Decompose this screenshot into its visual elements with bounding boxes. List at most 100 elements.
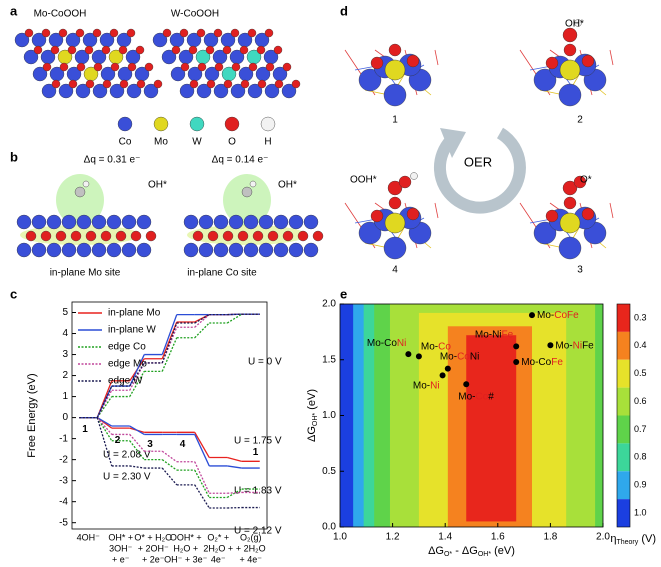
atom [41,28,51,38]
atom [559,59,581,81]
atom [384,59,406,81]
atom [58,83,74,99]
atom [388,196,402,210]
atom [102,79,112,89]
atom [117,116,133,132]
atom [106,214,122,230]
atom [192,230,204,242]
x-tick-label: 4e⁻ [211,554,226,564]
atom [257,79,267,89]
atom [370,56,384,70]
atom [558,83,582,107]
cycle-arrow [433,127,526,214]
atom [282,62,292,72]
bond [609,202,614,219]
x-tick-label: O* + H₂O [134,532,172,542]
y-tick-label: 0.0 [322,522,336,533]
y-tick-label: -4 [59,496,68,507]
adsorbate-label: OOH* [350,175,377,186]
atom [581,207,595,221]
atom [231,62,241,72]
colorbar-tick-label: 0.3 [634,312,647,322]
data-point [547,342,554,349]
y-tick-label: -2 [59,454,68,465]
atom [291,79,301,89]
atom [241,186,253,198]
atom [213,214,229,230]
atom [281,83,297,99]
data-point [444,365,451,372]
atom [573,175,587,189]
atom [252,230,264,242]
connector [129,440,145,461]
atom [388,43,402,57]
panel-label: b [10,149,18,164]
atom [152,32,168,48]
atom [92,28,102,38]
atom-name: Mo [154,137,168,148]
label-part: OH* [312,413,319,427]
cycle-arrow-head [440,128,466,158]
atom [31,214,47,230]
atom [61,214,77,230]
atom [370,209,384,223]
atom [358,221,382,245]
label-part: Ni [397,338,406,349]
y-axis-label: ΔGOH* (eV) [306,389,319,442]
atom [91,214,107,230]
atom [121,242,137,258]
label-part: Ni [470,351,479,362]
connector [96,417,113,467]
atom [188,45,198,55]
atom [267,230,279,242]
x-tick-label: + 2e⁻ [142,554,165,564]
adsorbate-label: OH* [148,180,167,191]
adsorbate-label: O* [580,175,592,186]
colorbar-frame [616,303,631,528]
charge-label: Δq = 0.14 e⁻ [212,155,269,166]
atom [136,242,152,258]
atom [224,116,240,132]
label-part: Co [438,341,451,352]
atom [196,83,212,99]
atom [383,83,407,107]
y-axis-label: Free Energy (eV) [26,373,38,457]
colorbar-segment [617,359,630,388]
x-tick-label: 1.2 [386,532,400,543]
label-part: - ΔG [452,545,478,557]
panel-label: d [340,3,348,18]
atom [183,242,199,258]
atom [32,66,48,82]
bond [599,89,607,96]
atom [162,28,172,38]
bond [424,89,432,96]
x-tick-label: 4OH⁻ [77,532,101,542]
y-tick-label: 2.0 [322,299,336,310]
connector [161,467,178,486]
point-label: Mo-NiFe [555,340,594,351]
x-tick-label: + 2OH⁻ [138,543,169,553]
colorbar-tick-label: 0.8 [634,452,647,462]
atom [288,214,304,230]
atom [533,221,557,245]
site-label: in-plane Co site [187,268,257,279]
point-label: Mo-Ni [413,380,440,391]
atom [84,45,94,55]
atom [101,45,111,55]
x-tick-label: OOH* + [170,532,202,542]
data-point [513,358,520,365]
atom [273,242,289,258]
x-tick-label: OH* + [108,532,133,542]
bond [434,49,439,66]
connector [129,362,145,387]
adsorbate-label: OH* [565,19,584,30]
legend-label: in-plane Mo [108,308,161,319]
y-tick-label: 2 [62,370,68,381]
atom [384,212,406,234]
connector [129,354,145,387]
atom-name: H [264,137,271,148]
atom [82,180,90,188]
atom [558,236,582,260]
atom [545,56,559,70]
